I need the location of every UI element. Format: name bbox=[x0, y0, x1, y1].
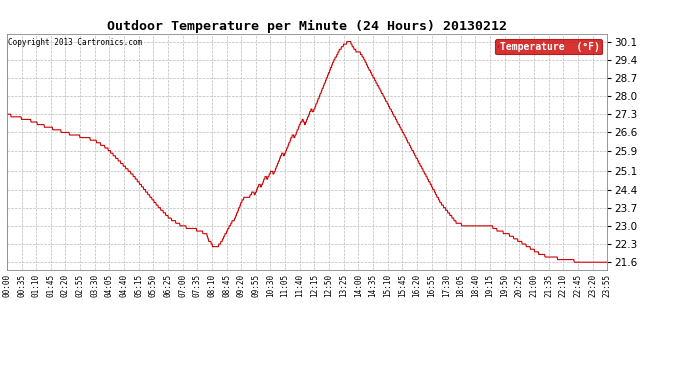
Text: Copyright 2013 Cartronics.com: Copyright 2013 Cartronics.com bbox=[8, 39, 142, 48]
Title: Outdoor Temperature per Minute (24 Hours) 20130212: Outdoor Temperature per Minute (24 Hours… bbox=[107, 20, 507, 33]
Legend: Temperature  (°F): Temperature (°F) bbox=[495, 39, 602, 54]
